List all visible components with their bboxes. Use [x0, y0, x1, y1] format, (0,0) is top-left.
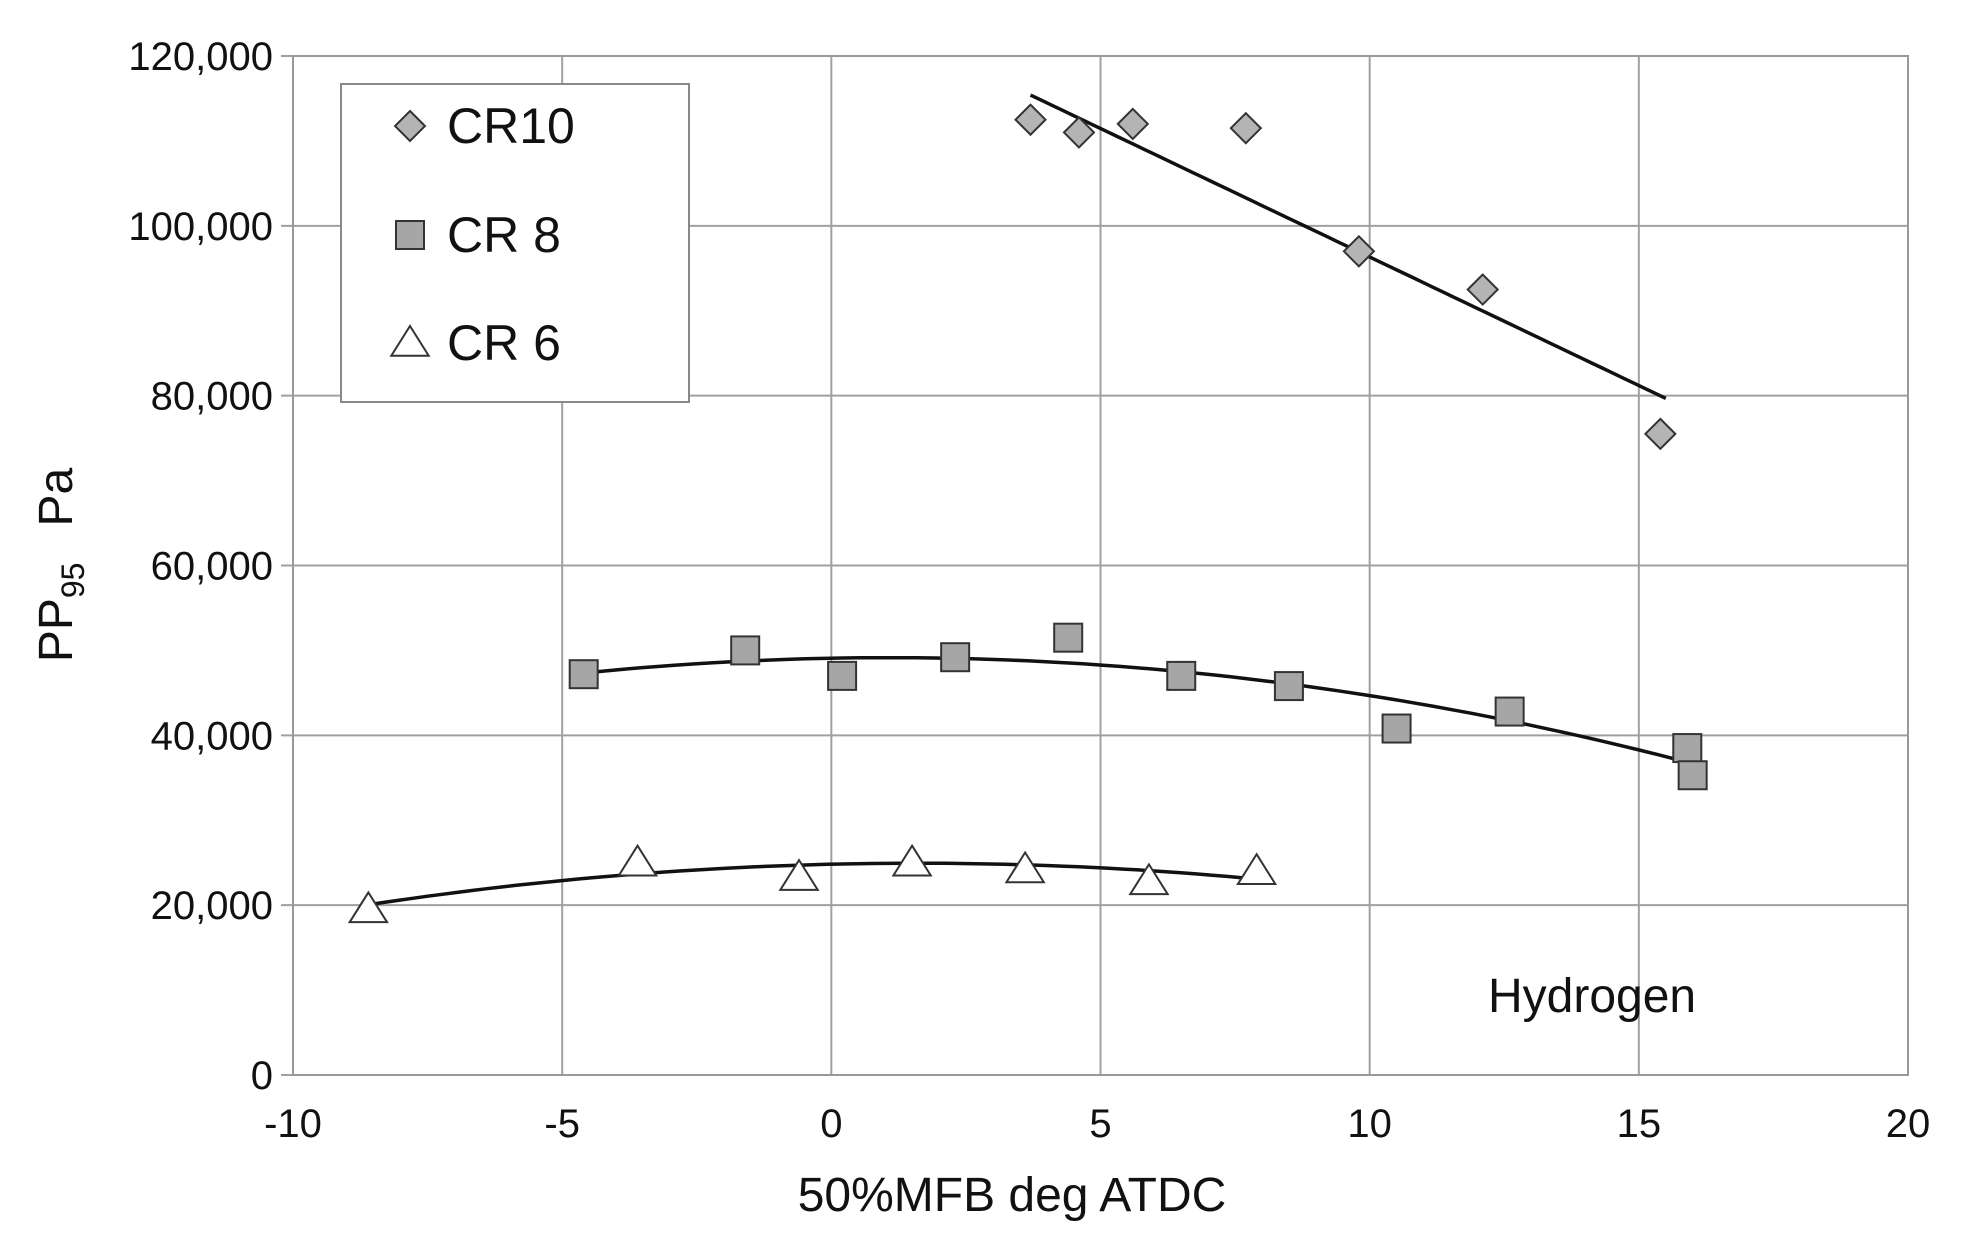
- point-square: [730, 635, 761, 666]
- point-square: [1672, 733, 1703, 764]
- y-axis-title-unit: Pa: [30, 468, 83, 527]
- legend-label-cr6: CR 6: [447, 315, 561, 371]
- y-tick-label: 40,000: [151, 714, 273, 758]
- y-tick-label: 80,000: [151, 375, 273, 419]
- x-tick-label: -10: [264, 1102, 322, 1146]
- point-diamond: [1466, 273, 1500, 306]
- x-tick-label: 0: [820, 1102, 842, 1146]
- point-diamond: [1229, 111, 1263, 145]
- point-diamond: [1062, 116, 1096, 149]
- point-triangle: [778, 858, 820, 891]
- x-tick-label: 10: [1347, 1102, 1392, 1146]
- x-tick-label: 15: [1617, 1102, 1662, 1146]
- y-axis-title-subscript: 95: [55, 563, 91, 599]
- y-tick-label: 20,000: [151, 884, 273, 928]
- point-diamond: [1342, 234, 1376, 268]
- legend-markers: [389, 109, 431, 357]
- trend-line-2: [368, 861, 1257, 907]
- x-tick-label: 20: [1886, 1102, 1931, 1146]
- legend-marker-triangle: [389, 324, 431, 357]
- point-triangle: [1128, 862, 1170, 896]
- data-points: [347, 103, 1708, 924]
- x-axis-title: 50%MFB deg ATDC: [798, 1169, 1227, 1222]
- y-axis-title: PP95 Pa: [30, 468, 91, 663]
- y-tick-label: 100,000: [128, 205, 273, 249]
- x-tick-label: -5: [544, 1102, 580, 1146]
- point-diamond: [1643, 417, 1677, 451]
- point-diamond: [1014, 103, 1047, 137]
- point-square: [1677, 760, 1708, 791]
- point-square: [1053, 622, 1084, 653]
- fuel-annotation: Hydrogen: [1488, 970, 1696, 1023]
- point-square: [827, 660, 858, 691]
- point-triangle: [1236, 852, 1278, 885]
- point-square: [1381, 713, 1412, 744]
- legend-label-cr10: CR10: [447, 98, 575, 154]
- plot-frame: [292, 55, 1909, 1076]
- y-tick-label: 120,000: [128, 35, 273, 79]
- y-axis-title-main: PP: [30, 598, 83, 662]
- point-square: [568, 659, 599, 690]
- y-tick-label: 60,000: [151, 545, 273, 589]
- x-tick-label: 5: [1089, 1102, 1111, 1146]
- legend-marker-diamond: [393, 109, 427, 143]
- axis-ticks: -10 -5 0 5 10 15 20 0 20,000 40,000 60,000 80,000 10…: [128, 35, 1930, 1146]
- point-square: [1166, 660, 1197, 691]
- point-diamond: [1116, 107, 1150, 141]
- point-square: [1494, 696, 1525, 727]
- point-triangle: [891, 843, 933, 877]
- legend-marker-square: [395, 220, 425, 250]
- legend: CR10 CR 8 CR 6: [340, 83, 690, 403]
- point-square: [1273, 671, 1304, 702]
- legend-label-cr8: CR 8: [447, 207, 561, 263]
- y-tick-label: 0: [251, 1054, 273, 1098]
- point-triangle: [347, 890, 389, 924]
- point-triangle: [617, 843, 659, 877]
- point-triangle: [1004, 850, 1046, 884]
- point-square: [940, 642, 971, 673]
